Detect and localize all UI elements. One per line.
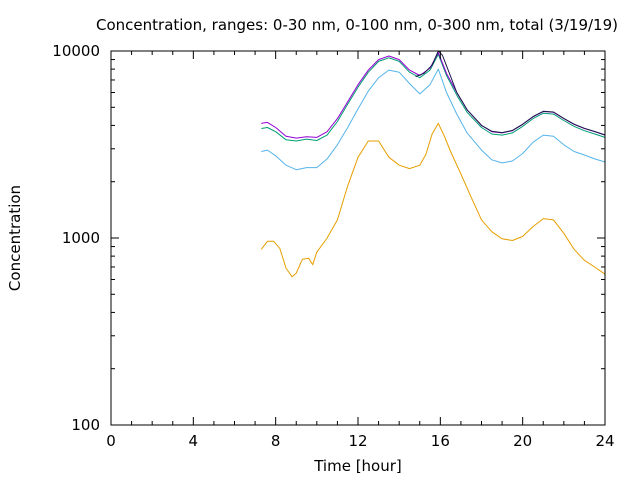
y-tick-label: 1000: [62, 229, 100, 247]
x-tick-label: 12: [348, 432, 367, 450]
x-tick-label: 8: [271, 432, 281, 450]
x-axis-title: Time [hour]: [313, 457, 402, 475]
series-line-4: [261, 52, 606, 139]
chart-title: Concentration, ranges: 0-30 nm, 0-100 nm…: [96, 16, 618, 34]
series-line-3: [261, 53, 606, 142]
y-axis-title: Concentration: [6, 185, 24, 291]
x-tick-label: 4: [189, 432, 199, 450]
x-tick-label: 24: [595, 432, 614, 450]
plot-frame: [110, 50, 606, 426]
series-line-1: [260, 122, 606, 278]
series-layer: [260, 50, 606, 278]
x-tick-label: 16: [431, 432, 450, 450]
x-tick-label: 20: [513, 432, 532, 450]
x-tick-label: 0: [106, 432, 116, 450]
x-axis: 0 4 8 12 16 20 24: [106, 51, 615, 450]
y-tick-label: 10000: [52, 42, 100, 60]
y-tick-label: 100: [71, 416, 100, 434]
series-line-2: [261, 68, 606, 171]
y-axis: 100 1000 10000: [52, 42, 605, 434]
series-line-5: [415, 50, 606, 136]
